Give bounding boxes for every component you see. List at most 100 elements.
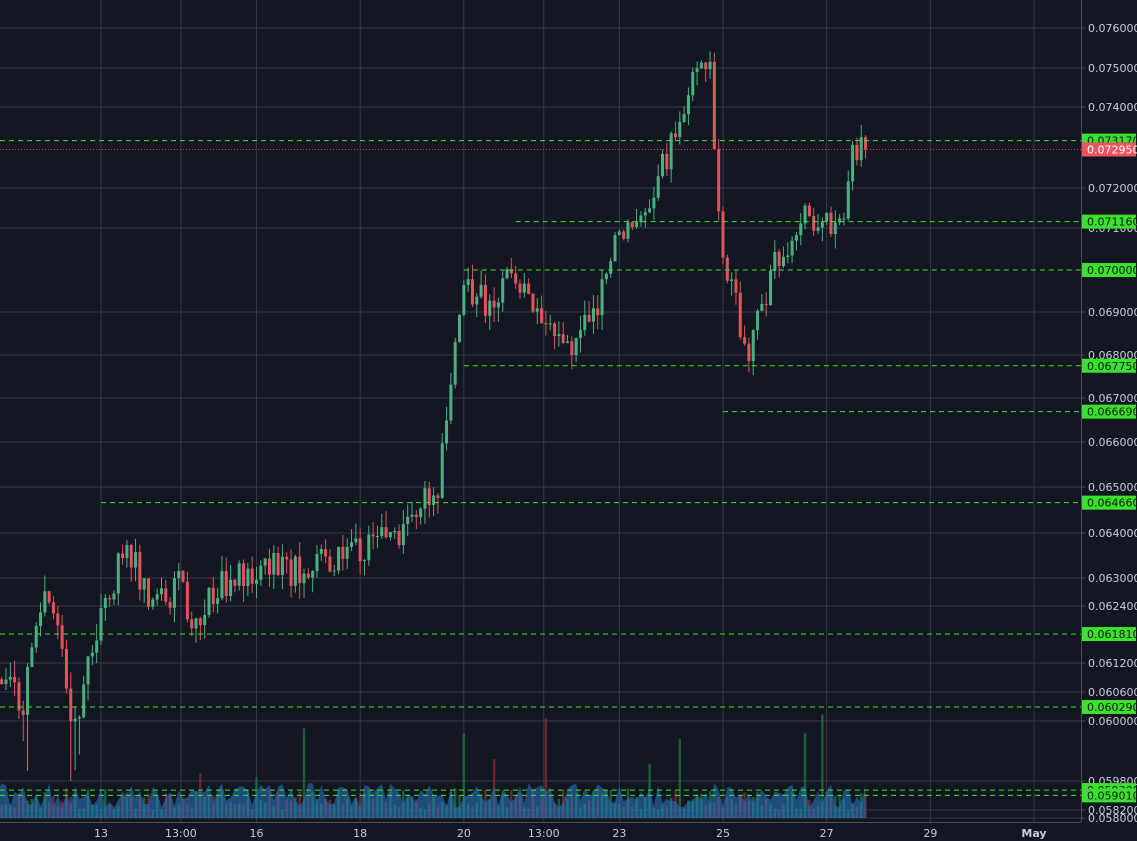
price-tick-label: 0.076000 [1088, 22, 1137, 35]
candle-body [198, 618, 202, 625]
candle-body [669, 133, 673, 170]
candle-body [410, 514, 414, 517]
candle-body [397, 531, 401, 546]
candle-body [207, 587, 211, 616]
candle-body [134, 552, 138, 568]
candle-body [678, 122, 682, 138]
candle-body [522, 283, 526, 293]
candle-body [272, 552, 276, 575]
price-tick-label: 0.072000 [1088, 182, 1137, 195]
level-price-badge [1082, 699, 1136, 714]
candle-body [13, 676, 17, 683]
level-price-badge-label: 0.060290 [1087, 701, 1137, 714]
candle-body [514, 273, 518, 284]
candle-body [730, 279, 734, 281]
candle-body [332, 570, 336, 572]
candle-body [401, 524, 405, 546]
candle-body [566, 341, 569, 343]
price-tick-label: 0.063000 [1088, 572, 1137, 585]
time-tick-label: 27 [820, 827, 834, 840]
candle-body [626, 222, 630, 239]
candle-body [21, 710, 25, 715]
candle-body [8, 676, 12, 680]
candle-body [574, 338, 578, 356]
candle-body [164, 588, 168, 602]
time-tick-label: 13:00 [528, 827, 560, 840]
candle-body [255, 579, 258, 584]
candle-body [738, 292, 742, 338]
candle-body [751, 330, 755, 362]
candle-body [829, 212, 833, 235]
candle-body [717, 149, 721, 212]
candle-body [190, 619, 194, 629]
candle-body [220, 571, 224, 599]
price-tick-label: 0.069000 [1088, 306, 1137, 319]
candle-body [319, 549, 323, 555]
candle-body [760, 303, 764, 311]
candle-body [604, 273, 608, 280]
candle-body [708, 61, 712, 70]
candle-body [86, 656, 90, 685]
candle-body [362, 560, 366, 562]
candle-body [194, 618, 198, 629]
candle-body [496, 302, 500, 308]
candle-body [263, 558, 267, 566]
candle-body [406, 516, 410, 525]
level-lines[interactable] [0, 140, 1081, 796]
volume-bar [838, 795, 841, 818]
volume-bar [821, 714, 824, 818]
candle-body [259, 565, 263, 580]
candle-body [159, 588, 163, 595]
candle-body [807, 205, 811, 216]
level-price-badge-label: 0.067750 [1087, 360, 1137, 373]
price-tick-label: 0.060000 [1088, 715, 1137, 728]
candle-body [121, 553, 125, 559]
candle-body [570, 341, 574, 356]
candle-body [328, 556, 332, 572]
candle-body [734, 279, 738, 293]
candle-body [337, 546, 341, 571]
candle-body [69, 688, 73, 722]
time-tick-label: 13:00 [165, 827, 197, 840]
candle-body [743, 337, 747, 344]
candle-body [39, 612, 43, 627]
candle-body [436, 495, 440, 498]
candle-body [185, 581, 189, 620]
candle-body [777, 251, 781, 267]
candle-body [686, 95, 690, 115]
candle-body [388, 532, 392, 538]
candle-body [224, 571, 228, 596]
candle-body [367, 534, 371, 561]
candle-body [64, 648, 68, 689]
level-price-badge-label: 0.064660 [1087, 497, 1137, 510]
candle-body [812, 215, 816, 231]
candle-body [665, 153, 669, 170]
candle-body [617, 231, 621, 236]
candle-body [838, 218, 842, 223]
candle-body [803, 205, 807, 224]
candle-body [43, 591, 47, 613]
price-axis[interactable]: 0.0760000.0750000.0740000.0720000.071000… [1081, 0, 1137, 841]
candle-body [458, 314, 462, 342]
candle-body [293, 556, 297, 586]
candle-body [725, 257, 729, 281]
candle-body [488, 300, 492, 316]
candle-body [99, 608, 103, 641]
candle-body [267, 558, 271, 575]
candle-body [90, 652, 94, 657]
candle-body [851, 144, 855, 182]
candle-body [816, 227, 820, 231]
volume-bar [402, 790, 405, 818]
volume-bar [544, 717, 548, 818]
candle-body [112, 593, 116, 600]
candle-body [47, 591, 51, 603]
candle-body [747, 343, 751, 362]
candle-body [475, 296, 479, 305]
time-axis[interactable]: 13 13:00 16 18 20 13:00 23 25 27 29 May [0, 822, 1081, 841]
price-tick-label: 0.074000 [1088, 101, 1137, 114]
candle-body [298, 556, 302, 584]
candle-body [82, 684, 86, 718]
candle-body [527, 283, 531, 294]
candle-body [155, 594, 159, 600]
